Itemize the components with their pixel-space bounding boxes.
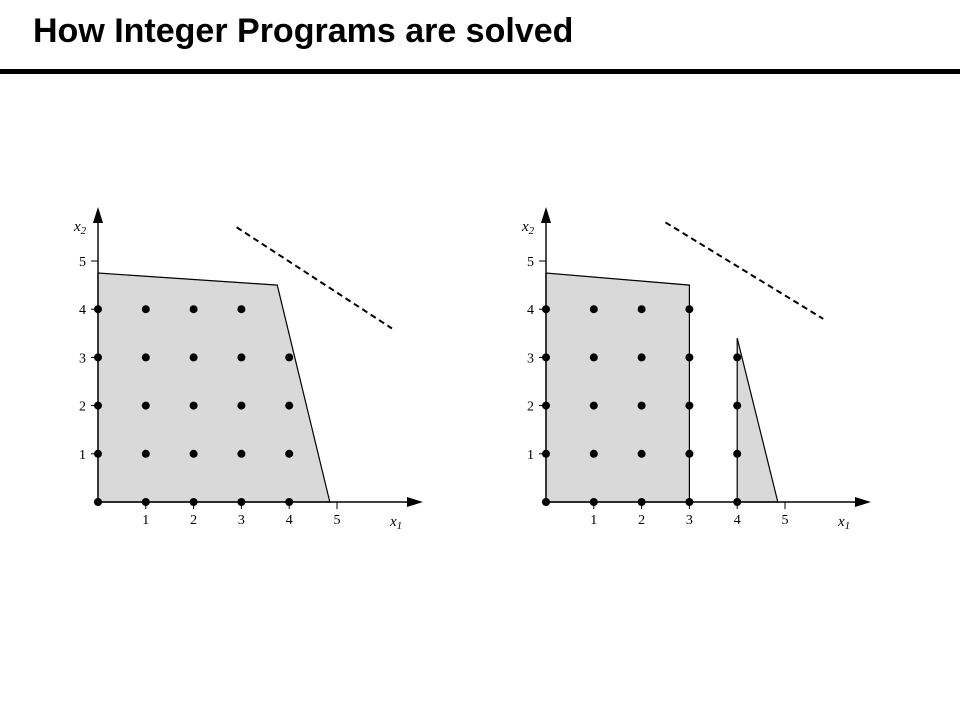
x-tick-label: 2 — [190, 513, 197, 528]
objective-line — [236, 226, 393, 330]
integer-point — [94, 305, 102, 314]
integer-point — [733, 498, 742, 506]
x-tick-label: 3 — [238, 513, 245, 528]
x-tick-label: 1 — [590, 513, 597, 528]
integer-point — [589, 449, 598, 458]
integer-point — [542, 353, 550, 362]
integer-point — [685, 353, 694, 362]
y-tick-label: 1 — [527, 448, 534, 463]
objective-line — [664, 221, 824, 320]
integer-point — [685, 449, 694, 458]
y-axis-arrow — [541, 207, 551, 223]
integer-point — [141, 498, 150, 506]
x-tick-label: 3 — [686, 513, 693, 528]
integer-point — [285, 449, 294, 458]
x-tick-label: 1 — [142, 513, 149, 528]
integer-point — [141, 449, 150, 458]
x-tick-label: 5 — [334, 513, 341, 528]
y-axis-arrow — [93, 207, 103, 223]
x-tick-label: 4 — [286, 513, 293, 528]
y-tick-label: 5 — [79, 255, 86, 270]
integer-point — [285, 353, 294, 362]
integer-point — [141, 305, 150, 314]
y-tick-label: 2 — [527, 400, 534, 415]
integer-point — [637, 449, 646, 458]
integer-point — [589, 305, 598, 314]
y-tick-label: 3 — [527, 351, 534, 366]
integer-point — [237, 498, 246, 506]
integer-point — [141, 401, 150, 410]
integer-point — [733, 449, 742, 458]
integer-point — [94, 353, 102, 362]
integer-point — [237, 401, 246, 410]
y-tick-label: 2 — [79, 400, 86, 415]
y-tick-label: 4 — [79, 303, 86, 318]
integer-point — [685, 401, 694, 410]
y-tick-label: 3 — [79, 351, 86, 366]
integer-point — [733, 401, 742, 410]
integer-point — [285, 498, 294, 506]
integer-point — [189, 449, 198, 458]
x-axis-arrow — [407, 497, 423, 507]
integer-point — [589, 401, 598, 410]
integer-point — [542, 305, 550, 314]
x-axis-arrow — [855, 497, 871, 507]
integer-point — [189, 353, 198, 362]
integer-point — [189, 401, 198, 410]
integer-point — [237, 305, 246, 314]
integer-point — [542, 449, 550, 458]
integer-point — [237, 353, 246, 362]
integer-point — [285, 401, 294, 410]
title-rule — [0, 69, 960, 74]
integer-point — [542, 498, 550, 506]
y-tick-label: 4 — [527, 303, 534, 318]
feasible-region-2 — [736, 337, 779, 503]
integer-point — [189, 498, 198, 506]
x-axis-label: x1 — [837, 514, 850, 532]
integer-point — [542, 401, 550, 410]
integer-point — [94, 498, 102, 506]
integer-point — [637, 498, 646, 506]
x-tick-label: 4 — [734, 513, 741, 528]
feasible-region-1 — [545, 272, 691, 503]
x-tick-label: 2 — [638, 513, 645, 528]
integer-point — [733, 353, 742, 362]
x-tick-label: 5 — [782, 513, 789, 528]
integer-point — [189, 305, 198, 314]
integer-point — [94, 449, 102, 458]
integer-point — [637, 401, 646, 410]
y-axis-label: x2 — [521, 219, 535, 237]
integer-point — [589, 353, 598, 362]
integer-point — [94, 401, 102, 410]
integer-point — [589, 498, 598, 506]
integer-point — [237, 449, 246, 458]
integer-point — [685, 498, 694, 506]
integer-point — [685, 305, 694, 314]
integer-point — [141, 353, 150, 362]
y-tick-label: 1 — [79, 448, 86, 463]
slide-title: How Integer Programs are solved — [33, 12, 574, 50]
integer-point — [637, 305, 646, 314]
integer-point — [637, 353, 646, 362]
y-tick-label: 5 — [527, 255, 534, 270]
